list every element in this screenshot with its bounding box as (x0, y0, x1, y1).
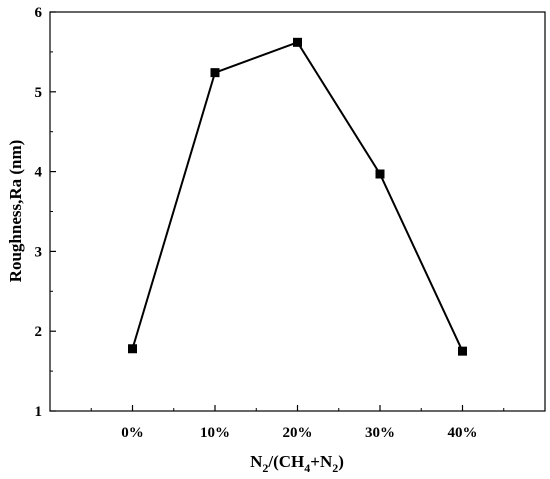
y-tick-label: 6 (35, 5, 43, 21)
x-tick-label: 30% (365, 425, 395, 441)
x-tick-label: 40% (448, 425, 478, 441)
x-axis-title: N2/(CH4+N2) (250, 452, 344, 475)
y-axis: 1 2 3 4 5 6 (35, 5, 56, 420)
y-tick-label: 4 (35, 165, 43, 181)
x-tick-label: 20% (283, 425, 313, 441)
y-tick-label: 3 (35, 244, 43, 260)
x-axis-title-subscript: 4 (304, 461, 310, 475)
x-axis-title-part: /(CH (267, 452, 304, 471)
x-axis-title-subscript: 2 (332, 461, 338, 475)
y-tick-label: 1 (35, 404, 43, 420)
x-axis-title-part: +N (310, 452, 333, 471)
series-line (131, 41, 464, 352)
plot-frame (49, 11, 546, 412)
data-point (458, 346, 467, 356)
x-tick-label: 10% (200, 425, 230, 441)
x-axis-title-subscript: 2 (262, 461, 268, 475)
x-axis-title-part: N (250, 452, 263, 471)
data-point (375, 169, 385, 179)
y-tick-label: 5 (35, 85, 43, 101)
x-axis-title-part: ) (338, 452, 344, 471)
x-tick-label: 0% (121, 425, 144, 441)
data-point (128, 344, 137, 354)
y-axis-title: Roughness,Ra (nm) (6, 140, 25, 283)
x-axis: 0% 10% 20% 30% 40% (90, 405, 505, 441)
markers (128, 37, 467, 356)
y-tick-label: 2 (35, 324, 43, 340)
data-point (293, 37, 302, 47)
data-point (210, 68, 220, 78)
